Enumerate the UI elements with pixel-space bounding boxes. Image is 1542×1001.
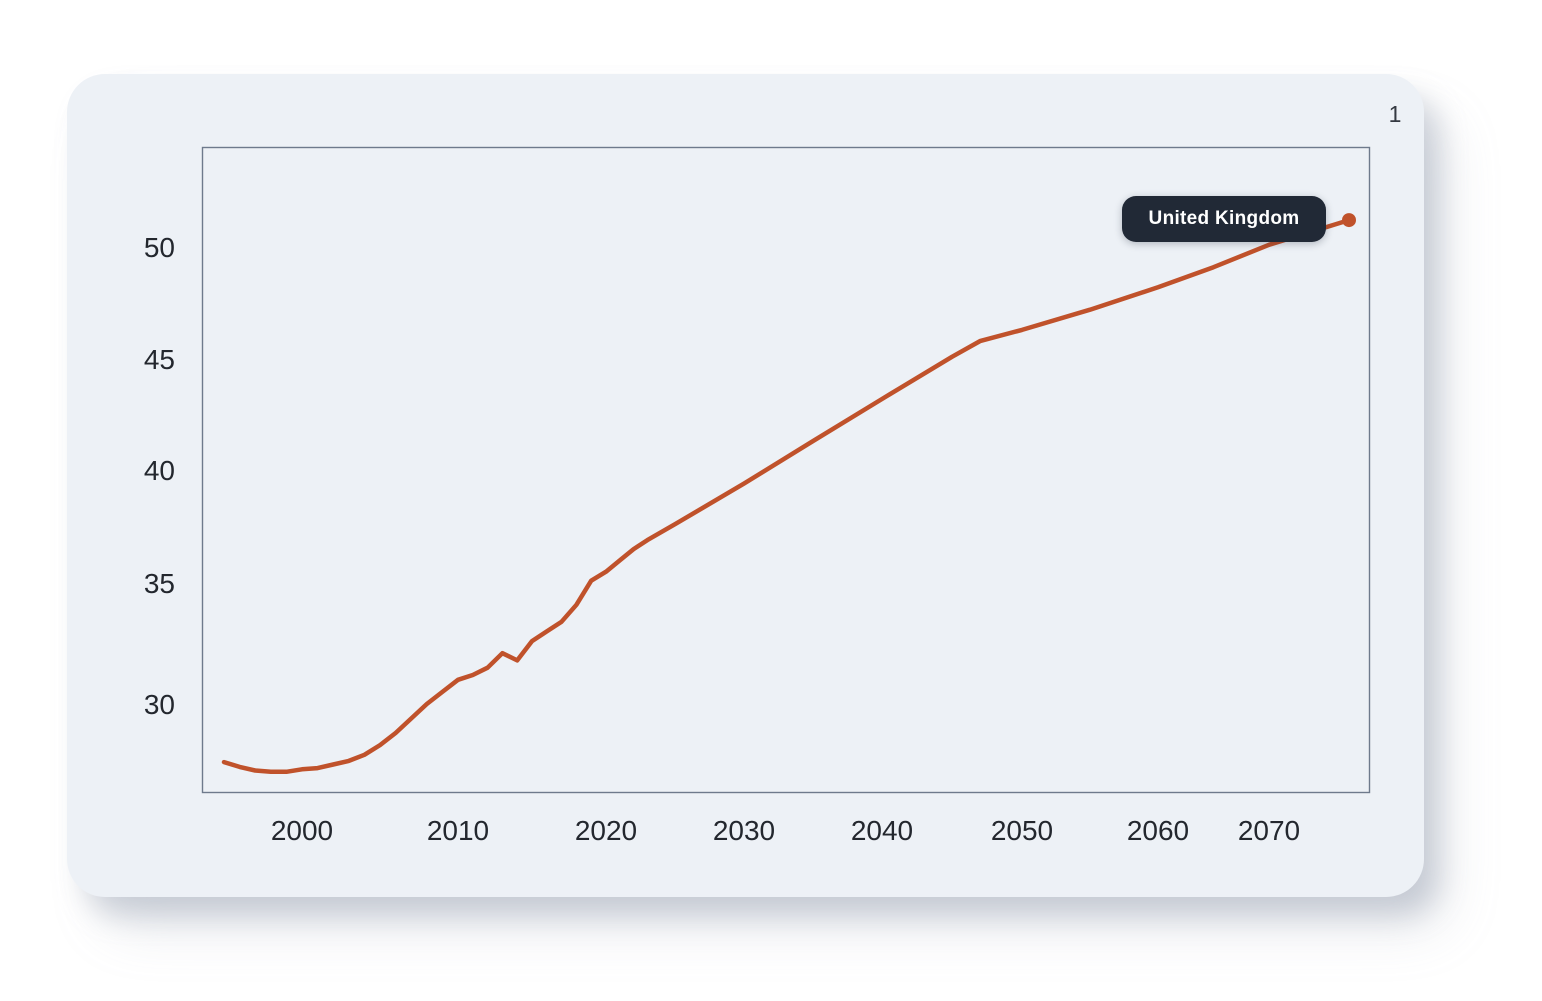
x-tick-label: 2000 [271,815,333,846]
y-axis-labels: 30 35 40 45 50 [144,232,175,720]
x-tick-label: 2010 [427,815,489,846]
x-tick-label: 2070 [1238,815,1300,846]
y-tick-label: 45 [144,344,175,375]
x-tick-label: 2040 [851,815,913,846]
series-end-dot [1342,213,1356,228]
page-number: 1 [1388,101,1402,127]
x-tick-label: 2030 [713,815,775,846]
x-axis-labels: 2000 2010 2020 2030 2040 2050 2060 2070 [271,815,1300,846]
x-tick-label: 2020 [575,815,637,846]
y-tick-label: 40 [144,455,175,486]
y-tick-label: 30 [144,689,175,720]
x-tick-label: 2050 [991,815,1053,846]
y-tick-label: 50 [144,232,175,263]
series-group [221,213,1356,775]
plot-border [201,146,1371,794]
uk-series-line [221,217,1352,775]
x-tick-label: 2060 [1127,815,1189,846]
y-tick-label: 35 [144,568,175,599]
series-label-text: United Kingdom [1148,208,1300,229]
series-label-badge: United Kingdom [1122,196,1326,242]
